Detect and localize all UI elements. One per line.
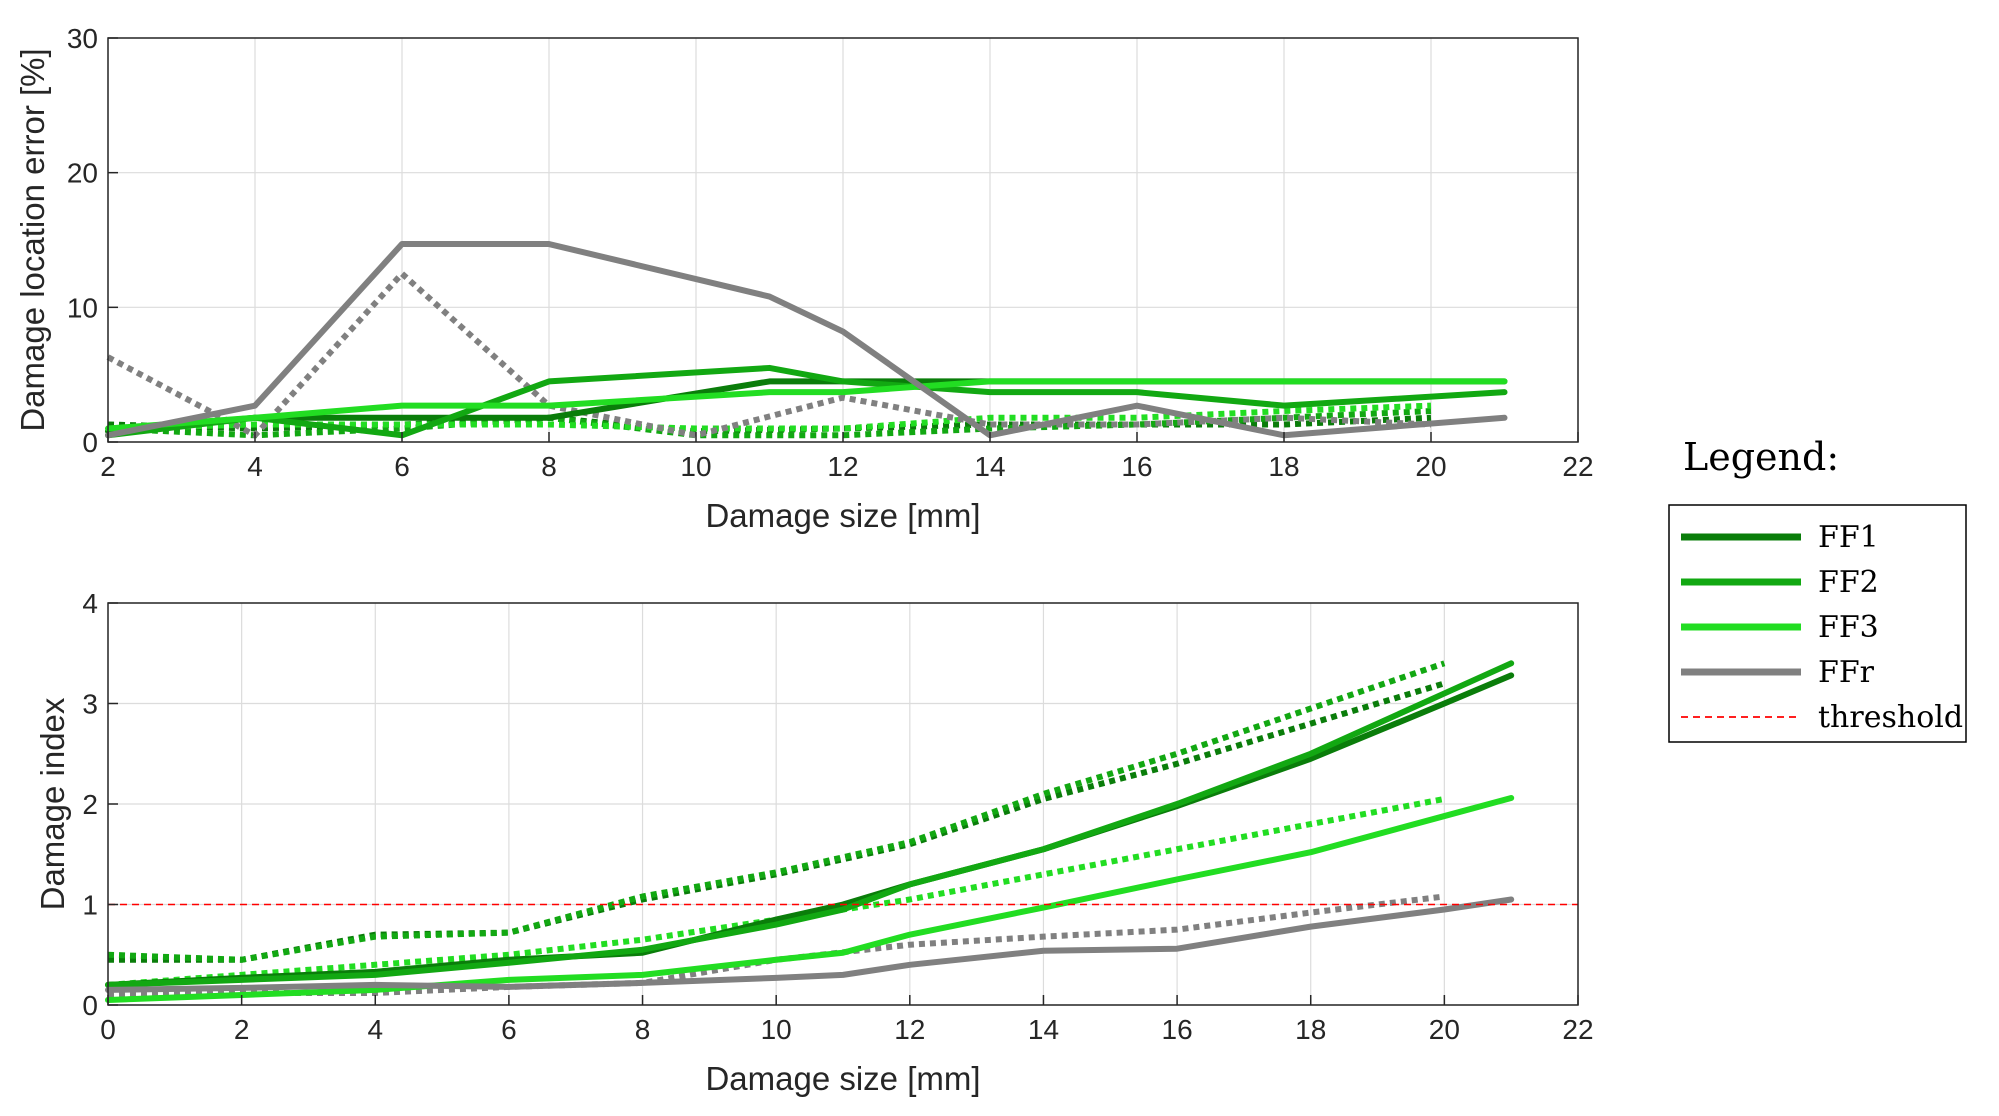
legend-label-ff2: FF2 xyxy=(1818,565,1879,600)
location-error-xtick-label: 14 xyxy=(974,451,1005,482)
location-error-xtick-label: 8 xyxy=(541,451,557,482)
legend-label-ff3: FF3 xyxy=(1818,610,1879,645)
location-error-ylabel: Damage location error [%] xyxy=(14,48,51,431)
location-error-ticks: 2 4 6 8 10 12 14 16 18 20 22 0 10 20 30 xyxy=(67,23,1594,482)
damage-index-xtick-label: 12 xyxy=(894,1014,925,1045)
damage-index-xtick-label: 14 xyxy=(1028,1014,1059,1045)
location-error-xlabel: Damage size [mm] xyxy=(705,497,980,534)
location-error-chart: 2 4 6 8 10 12 14 16 18 20 22 0 10 20 30 Damage size [m… xyxy=(14,23,1594,534)
damage-index-xtick-label: 20 xyxy=(1429,1014,1460,1045)
location-error-xtick-label: 16 xyxy=(1121,451,1152,482)
legend: Legend: FF1 FF2 FF3 FFr threshold xyxy=(1668,435,1967,743)
damage-index-xtick-label: 8 xyxy=(635,1014,651,1045)
damage-index-ylabel: Damage index xyxy=(34,697,71,910)
location-error-xtick-label: 20 xyxy=(1415,451,1446,482)
legend-entries: FF1 FF2 FF3 FFr threshold xyxy=(1681,520,1963,735)
damage-index-xtick-label: 0 xyxy=(100,1014,116,1045)
legend-label-ffr: FFr xyxy=(1818,655,1875,690)
location-error-series-ff3 xyxy=(105,378,1508,432)
damage-index-ytick-label: 0 xyxy=(82,990,98,1021)
location-error-ytick-label: 30 xyxy=(67,23,98,54)
location-error-series xyxy=(105,241,1508,439)
damage-index-xlabel: Damage size [mm] xyxy=(705,1060,980,1097)
damage-index-ytick-label: 4 xyxy=(82,588,98,619)
damage-index-xtick-label: 16 xyxy=(1162,1014,1193,1045)
location-error-xtick-label: 10 xyxy=(680,451,711,482)
damage-index-series-ff3 xyxy=(105,794,1515,1003)
damage-index-series-ffr xyxy=(105,896,1515,993)
damage-index-ytick-label: 2 xyxy=(82,789,98,820)
location-error-ytick-label: 10 xyxy=(67,292,98,323)
legend-label-threshold: threshold xyxy=(1818,700,1963,735)
damage-index-ytick-label: 3 xyxy=(82,689,98,720)
damage-index-xtick-label: 4 xyxy=(367,1014,383,1045)
location-error-series-ff2 xyxy=(105,364,1508,439)
damage-index-xtick-label: 2 xyxy=(234,1014,250,1045)
damage-index-xtick-label: 10 xyxy=(761,1014,792,1045)
legend-label-ff1: FF1 xyxy=(1818,520,1879,555)
location-error-ytick-label: 0 xyxy=(82,427,98,458)
damage-index-series xyxy=(105,660,1515,1003)
location-error-xtick-label: 6 xyxy=(394,451,410,482)
location-error-xtick-label: 18 xyxy=(1268,451,1299,482)
damage-index-ytick-label: 1 xyxy=(82,890,98,921)
damage-index-xtick-label: 22 xyxy=(1562,1014,1593,1045)
legend-title: Legend: xyxy=(1683,435,1839,479)
damage-index-xtick-label: 18 xyxy=(1295,1014,1326,1045)
location-error-xtick-label: 2 xyxy=(100,451,116,482)
damage-index-series-ff2 xyxy=(105,660,1515,988)
location-error-xtick-label: 22 xyxy=(1562,451,1593,482)
damage-index-xtick-label: 6 xyxy=(501,1014,517,1045)
location-error-ytick-label: 20 xyxy=(67,158,98,189)
location-error-series-ffr xyxy=(105,241,1508,439)
damage-index-series-ff2-dotted xyxy=(107,660,1446,963)
location-error-xtick-label: 12 xyxy=(827,451,858,482)
location-error-xtick-label: 4 xyxy=(247,451,263,482)
